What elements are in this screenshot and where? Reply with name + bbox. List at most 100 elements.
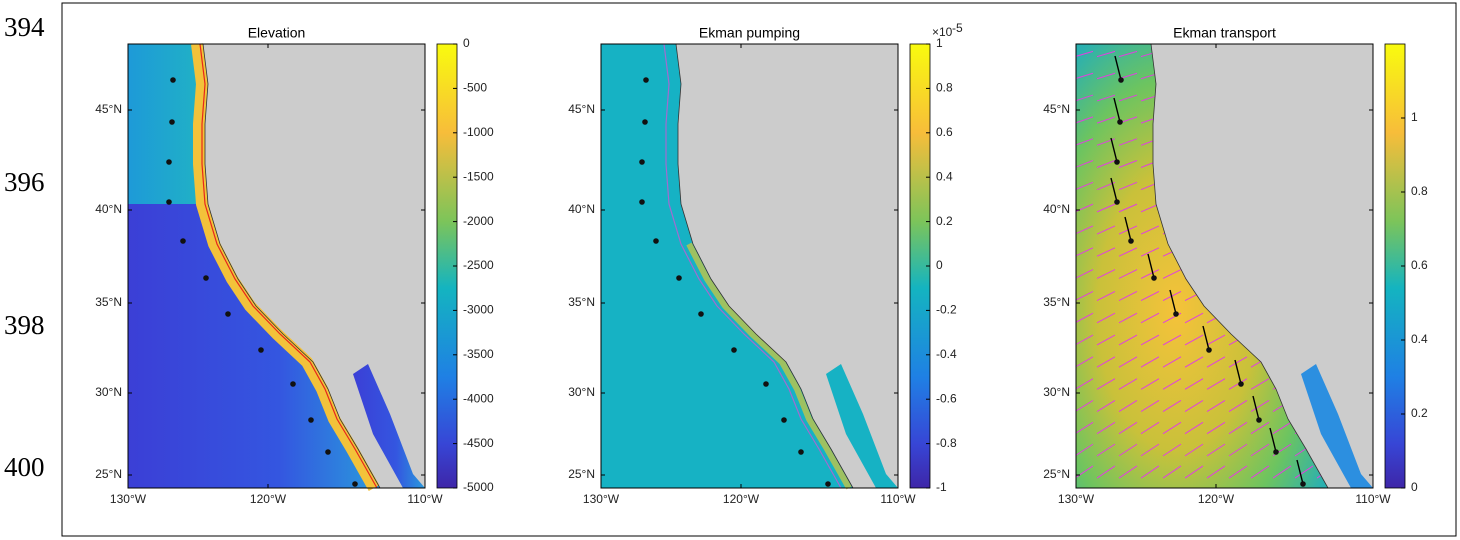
station [1300, 481, 1306, 487]
station [698, 311, 704, 317]
arrow [1184, 378, 1204, 390]
station [1256, 417, 1262, 423]
station [653, 238, 659, 244]
station [180, 238, 186, 244]
arrow [1118, 50, 1138, 58]
arrow [1206, 378, 1226, 390]
arrow [1140, 334, 1160, 346]
arrow [1096, 50, 1116, 58]
coastline [675, 43, 854, 489]
arrow [1250, 378, 1270, 390]
arrow [1140, 378, 1160, 390]
arrow [1184, 312, 1204, 324]
gulf-ocean [353, 364, 425, 488]
station [763, 381, 769, 387]
transport-arrow [1169, 289, 1177, 315]
arrow [1096, 94, 1116, 102]
lon-label: 120°W [1198, 492, 1235, 506]
colorbar: 1 0.8 0.6 0.4 0.2 0 -0.2 -0.4 -0.6 -0.8 -1 ×10 -5 [909, 21, 963, 494]
arrow [1140, 247, 1160, 257]
arrow [1096, 421, 1116, 435]
arrow [1096, 290, 1116, 302]
lat-label: 25°N [1043, 467, 1070, 481]
lon-label: 110°W [407, 492, 443, 506]
station [308, 417, 314, 423]
arrow [1076, 247, 1094, 257]
arrow [1162, 269, 1182, 279]
arrow [1076, 465, 1094, 479]
lon-label: 120°W [250, 492, 287, 506]
arrow [1228, 356, 1248, 368]
colorbar-label: -4000 [463, 391, 494, 405]
arrow [1076, 312, 1094, 324]
arrow [1118, 269, 1138, 279]
lon-label: 130°W [110, 492, 147, 506]
station [781, 417, 787, 423]
colorbar-label: 0.6 [936, 125, 953, 139]
arrow [1118, 203, 1138, 213]
colorbar-label: -1500 [463, 169, 494, 183]
arrow [1076, 378, 1094, 390]
arrow [1206, 400, 1226, 412]
station [1238, 381, 1244, 387]
station [258, 347, 264, 353]
lon-label: 130°W [1058, 492, 1095, 506]
colorbar: 1 0.8 0.6 0.4 0.2 0 [1384, 43, 1428, 494]
transport-arrow [1113, 97, 1121, 123]
arrow [1118, 356, 1138, 368]
colorbar-label: 1 [936, 36, 943, 50]
line-number: 396 [4, 167, 45, 197]
arrow [1096, 334, 1116, 346]
arrow [1272, 421, 1292, 435]
station [1114, 159, 1120, 165]
arrow [1184, 400, 1204, 412]
colorbar-label: 0 [1411, 480, 1418, 494]
map-frame [600, 43, 899, 489]
station [639, 199, 645, 205]
colorbar-label: -4500 [463, 436, 494, 450]
station [170, 77, 176, 83]
lat-label: 25°N [568, 467, 595, 481]
arrow [1076, 160, 1094, 168]
lat-label: 30°N [95, 385, 122, 399]
coastal-upwelling [686, 242, 852, 490]
colorbar-label: -0.8 [936, 436, 957, 450]
map-panel: 45°N 40°N 35°N 30°N 25°N 130°W 120°W 110°W Ekman… [1043, 25, 1391, 506]
transport-arrow [1147, 253, 1155, 279]
station [639, 159, 645, 165]
colorbar: 0 -500 -1000 -1500 -2000 -2500 -3000 -3500 -4000… [436, 36, 494, 494]
lon-label: 110°W [1355, 492, 1391, 506]
station [1118, 77, 1124, 83]
station [1273, 449, 1279, 455]
transport-arrow [1110, 137, 1118, 163]
station [1151, 275, 1157, 281]
map-frame [127, 43, 426, 489]
station [1117, 119, 1123, 125]
arrow [1076, 400, 1094, 412]
colorbar-label: 0.6 [1411, 258, 1428, 272]
station [290, 381, 296, 387]
station [352, 481, 358, 487]
arrow [1118, 138, 1138, 146]
arrow [1076, 203, 1094, 213]
arrow [1096, 269, 1116, 279]
colorbar-label: -2500 [463, 258, 494, 272]
gulf-ocean [826, 364, 898, 488]
arrow [1118, 160, 1138, 168]
colorbar-label: 0 [936, 258, 943, 272]
colorbar-label: 1 [1411, 110, 1418, 124]
line-number: 398 [4, 310, 45, 340]
arrow [1076, 443, 1094, 457]
arrow [1076, 225, 1094, 235]
station [1128, 238, 1134, 244]
station [225, 311, 231, 317]
arrow [1162, 465, 1182, 479]
station [166, 159, 172, 165]
arrow [1096, 356, 1116, 368]
colorbar-label: 0.2 [936, 214, 953, 228]
lat-label: 40°N [95, 202, 122, 216]
transport-arrow [1269, 427, 1277, 453]
arrow [1140, 421, 1160, 435]
colorbar-label: 0.8 [936, 81, 953, 95]
figure-border [61, 2, 1457, 537]
